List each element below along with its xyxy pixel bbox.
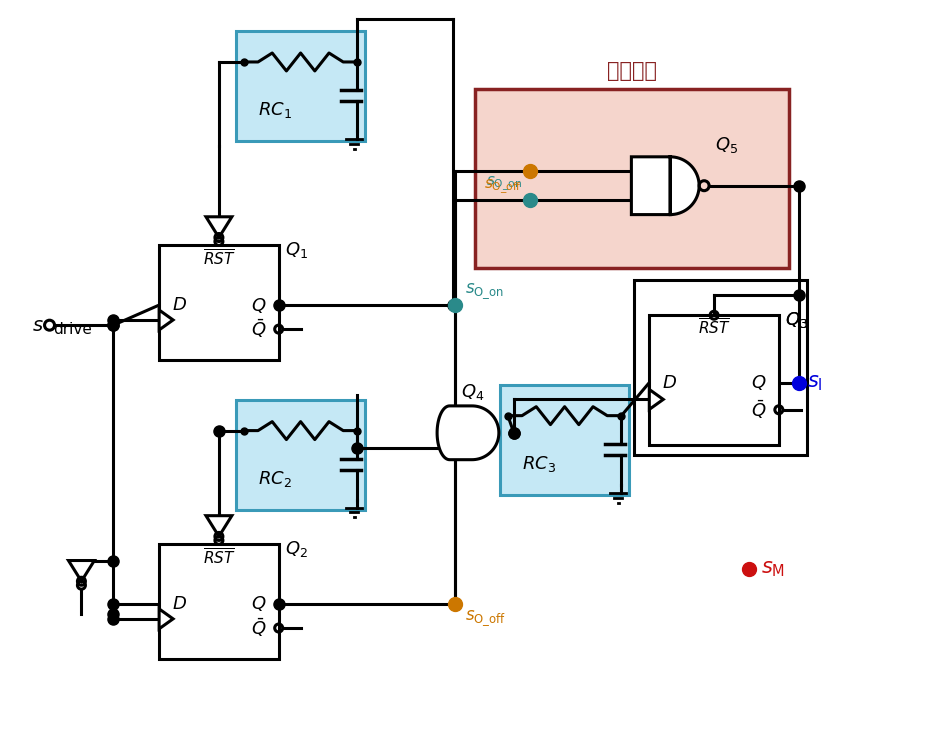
Text: $Q$: $Q$: [751, 373, 766, 392]
Polygon shape: [69, 560, 95, 581]
Text: $s_{\mathrm{M}}$: $s_{\mathrm{M}}$: [760, 559, 784, 579]
Text: $D$: $D$: [172, 296, 187, 314]
Text: $\bar{Q}$: $\bar{Q}$: [251, 617, 266, 639]
Text: $s_{\mathrm{O\_on}}$: $s_{\mathrm{O\_on}}$: [485, 175, 522, 194]
Polygon shape: [159, 609, 173, 629]
Text: $\overline{RST}$: $\overline{RST}$: [202, 248, 235, 269]
Text: $s_{\mathrm{O\_off}}$: $s_{\mathrm{O\_off}}$: [483, 178, 522, 197]
Polygon shape: [631, 157, 699, 215]
Text: $Q$: $Q$: [251, 296, 266, 315]
Polygon shape: [159, 310, 173, 330]
Bar: [236, 32, 365, 141]
Bar: [474, 89, 788, 268]
Bar: [159, 245, 278, 360]
Text: $s_{\mathrm{O\_on}}$: $s_{\mathrm{O\_on}}$: [465, 282, 504, 301]
Text: $Q_5$: $Q_5$: [715, 135, 738, 155]
Text: $Q_3$: $Q_3$: [784, 310, 807, 331]
Text: $\overline{RST}$: $\overline{RST}$: [202, 547, 235, 568]
Text: $Q_1$: $Q_1$: [284, 240, 307, 261]
Bar: [634, 280, 806, 455]
Text: $RC_2$: $RC_2$: [257, 469, 291, 489]
Text: $D$: $D$: [661, 373, 676, 392]
Text: $s$: $s$: [32, 316, 44, 334]
Bar: [649, 316, 778, 445]
Text: $Q$: $Q$: [251, 594, 266, 614]
Text: $D$: $D$: [172, 595, 187, 613]
Polygon shape: [649, 389, 663, 410]
Text: $RC_3$: $RC_3$: [522, 454, 555, 474]
Polygon shape: [437, 406, 498, 459]
Text: 保护复位: 保护复位: [606, 61, 656, 81]
Text: $Q_2$: $Q_2$: [284, 539, 307, 559]
Polygon shape: [206, 516, 232, 536]
Bar: [236, 400, 365, 510]
Polygon shape: [206, 217, 232, 237]
Text: $\overline{RST}$: $\overline{RST}$: [697, 318, 729, 338]
Text: $Q_4$: $Q_4$: [461, 382, 484, 402]
Text: $\bar{Q}$: $\bar{Q}$: [751, 398, 766, 421]
Bar: [159, 544, 278, 659]
Bar: [499, 385, 628, 495]
Text: drive: drive: [54, 322, 92, 337]
Text: $\bar{Q}$: $\bar{Q}$: [251, 318, 266, 340]
Text: $s_{\mathrm{O\_off}}$: $s_{\mathrm{O\_off}}$: [465, 608, 506, 627]
Text: $s_{\mathrm{I}}$: $s_{\mathrm{I}}$: [806, 373, 821, 392]
Text: $Q_3$: $Q_3$: [784, 310, 807, 331]
Text: $RC_1$: $RC_1$: [257, 100, 291, 120]
